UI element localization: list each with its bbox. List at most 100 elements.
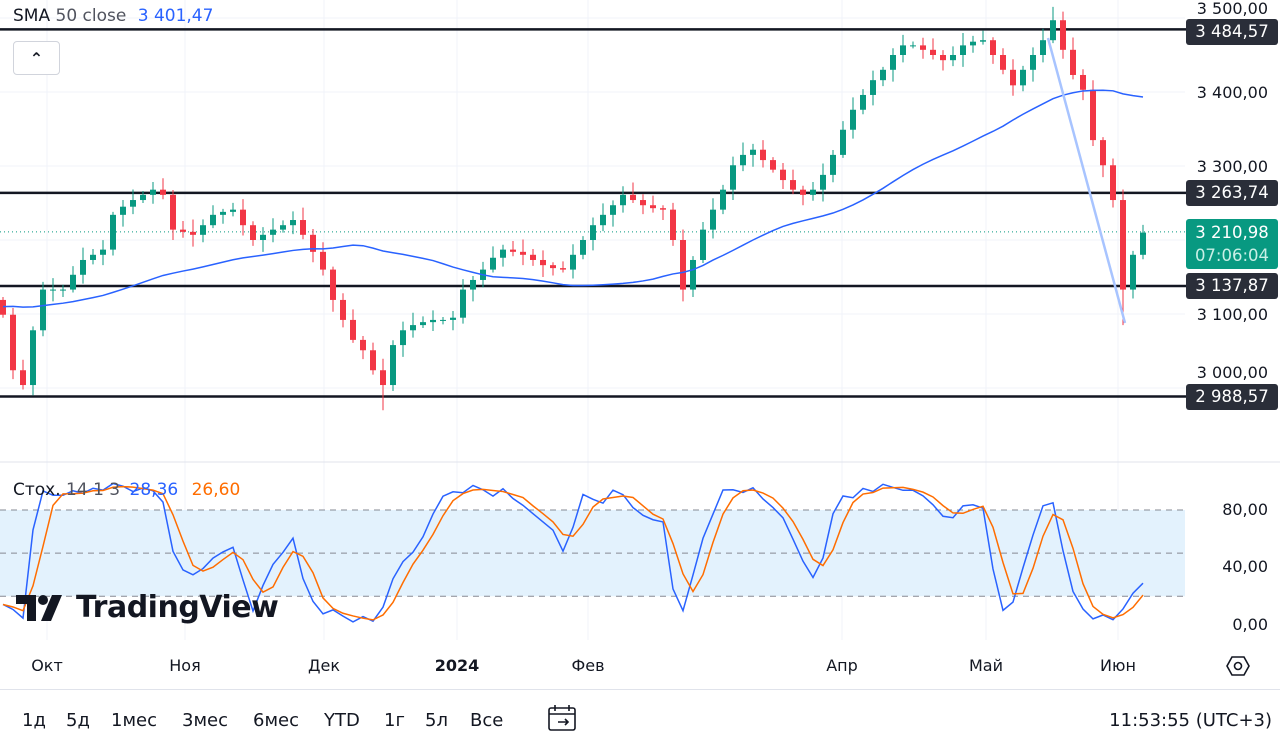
candle-body bbox=[190, 231, 196, 235]
candle-body bbox=[660, 208, 666, 210]
candle-body bbox=[1050, 20, 1056, 41]
candle-body bbox=[770, 160, 776, 170]
candle-body bbox=[160, 189, 166, 195]
chart-settings-icon[interactable] bbox=[1226, 654, 1250, 678]
price-axis-label: 3 500,00 bbox=[1196, 0, 1268, 18]
level-price-tag: 3 484,57 bbox=[1186, 19, 1278, 45]
stoch-axis-label: 80,00 bbox=[1222, 500, 1268, 519]
price-axis-label: 3 100,00 bbox=[1196, 305, 1268, 324]
candle-body bbox=[940, 55, 946, 61]
sma-legend[interactable]: SMA 50 close 3 401,47 bbox=[13, 6, 213, 26]
range-button-5y[interactable]: 5л bbox=[425, 710, 448, 731]
candle-body bbox=[930, 49, 936, 55]
candle-body bbox=[520, 251, 526, 255]
calendar-goto-icon[interactable] bbox=[546, 704, 580, 734]
candle-body bbox=[750, 149, 756, 155]
stoch-k-value: 28,36 bbox=[129, 480, 179, 500]
price-axis-label: 3 400,00 bbox=[1196, 83, 1268, 102]
bottom-toolbar: 1д 5д 1мес 3мес 6мес YTD 1г 5л Все 11:53… bbox=[0, 689, 1280, 745]
candle-body bbox=[760, 149, 766, 161]
candle-body bbox=[1100, 140, 1106, 166]
indicator-params: 14 1 3 bbox=[66, 480, 121, 500]
candle-body bbox=[10, 314, 16, 371]
candle-body bbox=[530, 254, 536, 260]
time-axis-label: Ноя bbox=[169, 656, 201, 675]
candle-body bbox=[20, 370, 26, 386]
time-axis-label: Дек bbox=[307, 656, 341, 675]
candle-body bbox=[1040, 40, 1046, 55]
candle-body bbox=[350, 319, 356, 340]
candle-body bbox=[690, 259, 696, 290]
last-price: 3 210,98 bbox=[1195, 223, 1269, 242]
candle-body bbox=[840, 129, 846, 155]
range-button-1d[interactable]: 1д bbox=[22, 710, 46, 731]
candle-body bbox=[430, 319, 436, 323]
range-button-6m[interactable]: 6мес bbox=[253, 710, 300, 731]
indicator-name: SMA bbox=[13, 6, 51, 26]
candle-body bbox=[730, 165, 736, 190]
stoch-d-line bbox=[2, 485, 1144, 621]
chart-canvas[interactable] bbox=[0, 0, 1280, 689]
candle-body bbox=[280, 225, 286, 230]
candle-body bbox=[990, 40, 996, 55]
range-button-all[interactable]: Все bbox=[470, 710, 504, 731]
candle-body bbox=[970, 41, 976, 46]
candle-body bbox=[1120, 200, 1126, 290]
candle-body bbox=[90, 254, 96, 260]
chevron-up-icon: ⌃ bbox=[29, 48, 44, 68]
price-axis-label: 3 300,00 bbox=[1196, 157, 1268, 176]
candle-body bbox=[580, 240, 586, 255]
tradingview-logo-icon bbox=[16, 594, 62, 621]
candle-body bbox=[910, 45, 916, 47]
candle-body bbox=[220, 211, 226, 215]
candle-body bbox=[630, 194, 636, 201]
range-button-1m[interactable]: 1мес bbox=[111, 710, 158, 731]
level-price-tag: 2 988,57 bbox=[1186, 384, 1278, 410]
bar-countdown: 07:06:04 bbox=[1194, 246, 1270, 265]
candle-body bbox=[960, 45, 966, 55]
range-button-1y[interactable]: 1г bbox=[384, 710, 405, 731]
stoch-axis-label: 0,00 bbox=[1232, 615, 1268, 634]
candle-body bbox=[920, 45, 926, 50]
candle-body bbox=[200, 225, 206, 235]
candle-body bbox=[860, 94, 866, 110]
range-button-3m[interactable]: 3мес bbox=[182, 710, 229, 731]
logo-text: TradingView bbox=[76, 590, 279, 625]
price-axis-label: 3 000,00 bbox=[1196, 363, 1268, 382]
range-button-ytd[interactable]: YTD bbox=[324, 710, 360, 731]
candle-body bbox=[710, 209, 716, 230]
sma-line bbox=[2, 89, 1144, 308]
candle-body bbox=[510, 249, 516, 252]
candle-body bbox=[560, 268, 566, 270]
candle-body bbox=[290, 220, 296, 226]
candle-body bbox=[140, 194, 146, 201]
candle-body bbox=[460, 289, 466, 318]
candle-body bbox=[470, 279, 476, 290]
candle-body bbox=[170, 194, 176, 230]
candle-body bbox=[600, 214, 606, 226]
clock-timezone[interactable]: 11:53:55 (UTC+3) bbox=[1109, 710, 1272, 731]
candle-body bbox=[1090, 89, 1096, 141]
stoch-axis-label: 40,00 bbox=[1222, 557, 1268, 576]
candle-body bbox=[260, 234, 266, 240]
candle-body bbox=[670, 209, 676, 240]
candle-body bbox=[800, 189, 806, 195]
candle-body bbox=[110, 214, 116, 250]
candle-body bbox=[60, 289, 66, 291]
candle-body bbox=[180, 229, 186, 232]
stoch-legend[interactable]: Стох. 14 1 3 28,36 26,60 bbox=[13, 480, 240, 500]
candle-body bbox=[420, 322, 426, 326]
indicator-value: 3 401,47 bbox=[137, 6, 214, 26]
candle-body bbox=[850, 109, 856, 130]
candle-body bbox=[1000, 55, 1006, 70]
candle-body bbox=[380, 370, 386, 386]
candle-body bbox=[950, 55, 956, 61]
collapse-legend-button[interactable]: ⌃ bbox=[13, 41, 60, 75]
candle-body bbox=[370, 350, 376, 371]
candle-body bbox=[490, 257, 496, 270]
candle-body bbox=[150, 189, 156, 195]
candle-body bbox=[700, 229, 706, 260]
range-button-5d[interactable]: 5д bbox=[66, 710, 90, 731]
candle-body bbox=[30, 330, 36, 386]
tradingview-logo[interactable]: TradingView bbox=[16, 590, 279, 625]
